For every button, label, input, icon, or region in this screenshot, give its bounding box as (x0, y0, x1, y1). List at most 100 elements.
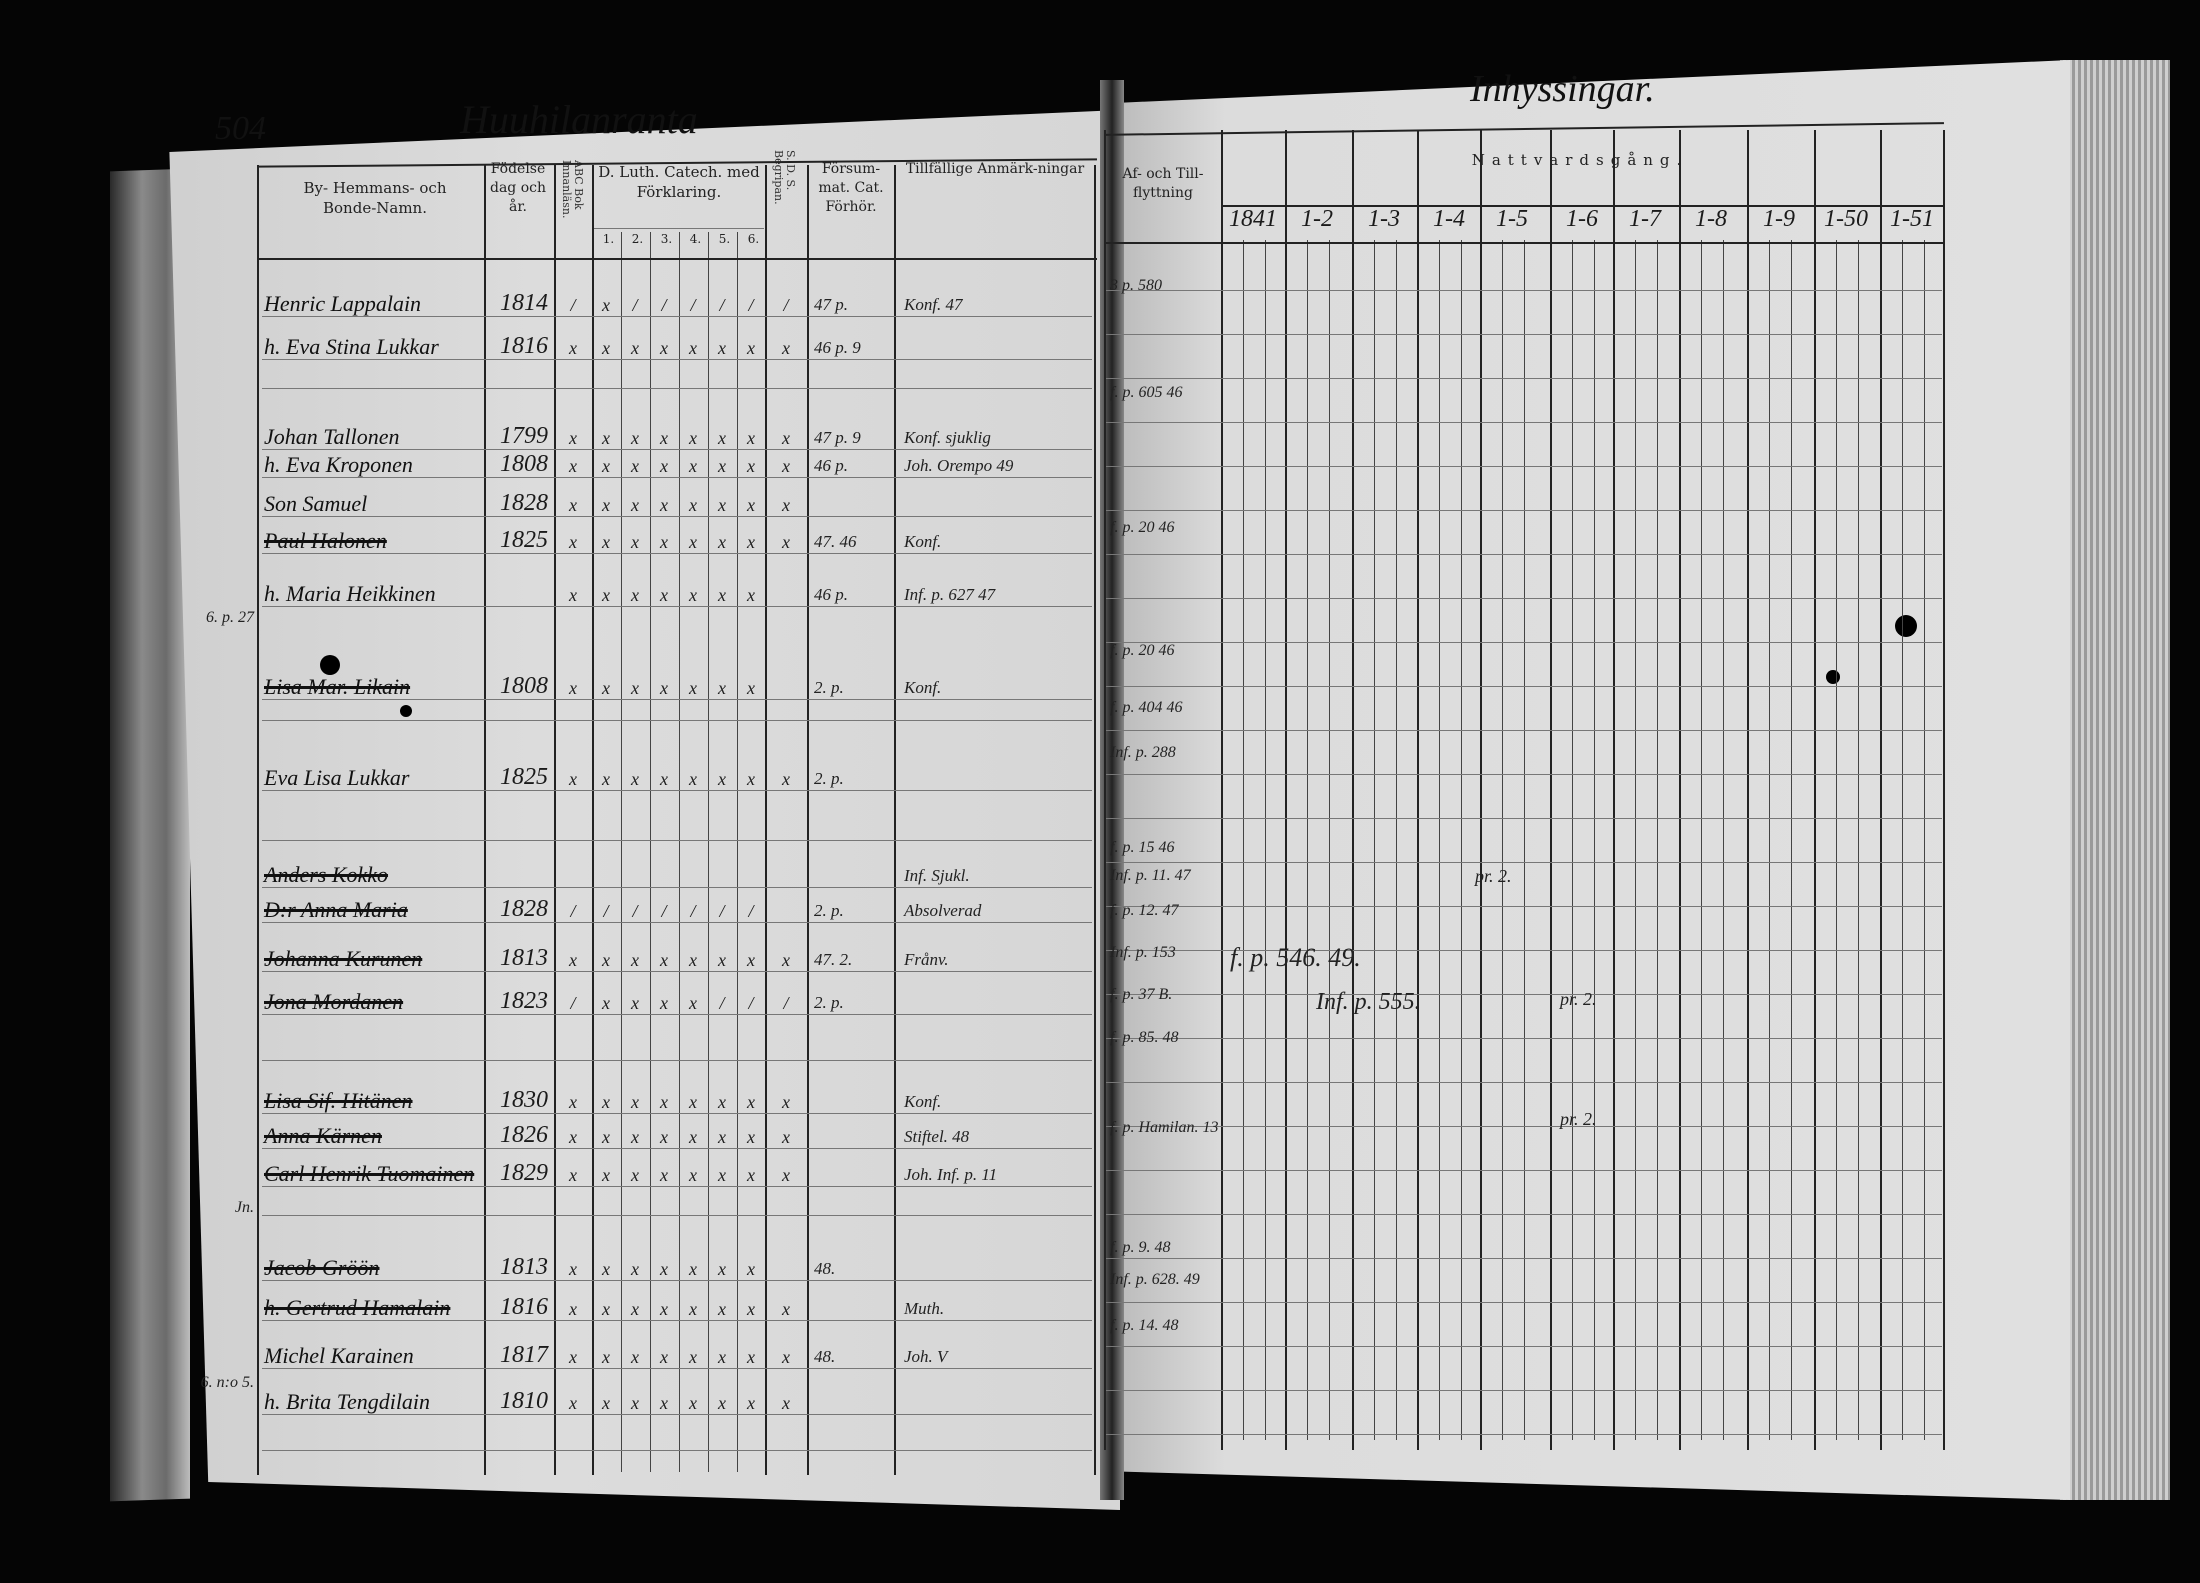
catechism-mark: x (569, 1393, 577, 1413)
person-name: D:r Anna Maria (264, 897, 408, 922)
catechism-mark: x (602, 678, 610, 698)
row-rule (1106, 554, 1942, 555)
catechism-mark: x (747, 1299, 755, 1319)
column-rule (484, 165, 486, 1475)
remark: Frånv. (904, 950, 949, 969)
catechism-mark: / (570, 901, 576, 921)
catechism-mark: x (718, 456, 726, 476)
catechism-mark: x (660, 1393, 668, 1413)
catechism-mark: x (631, 1092, 639, 1112)
catechism-mark: x (569, 585, 577, 605)
catechism-mark: x (660, 1092, 668, 1112)
row-rule (1106, 598, 1942, 599)
catechism-mark: x (747, 678, 755, 698)
catechism-mark: x (660, 338, 668, 358)
row-rule (262, 1014, 1092, 1015)
birth-year: 1830 (500, 1087, 548, 1113)
catechism-mark: x (631, 1393, 639, 1413)
catechism-mark: x (569, 456, 577, 476)
row-rule (1106, 950, 1942, 951)
missed-hearing: 2. p. (814, 769, 844, 788)
catechism-mark: x (718, 338, 726, 358)
birth-year: 1826 (500, 1122, 548, 1148)
row-rule (1106, 1258, 1942, 1259)
ink-blot (1826, 670, 1840, 684)
catechism-mark: / (632, 901, 638, 921)
catechism-mark: x (631, 678, 639, 698)
missed-hearing: 47 p. 9 (814, 428, 861, 447)
row-rule (262, 1060, 1092, 1061)
catechism-mark: x (747, 1259, 755, 1279)
person-name: Lisa Sif. Hitänen (264, 1088, 413, 1113)
catechism-marks: / x x x x / / / (0, 994, 820, 1012)
catechism-mark: x (660, 428, 668, 448)
missed-hearing: 46 p. 9 (814, 338, 861, 357)
catechism-mark: x (718, 585, 726, 605)
right-page-title: Inhyssingar. (1470, 68, 1655, 110)
catechism-mark: x (782, 1393, 790, 1413)
column-rule (1858, 240, 1859, 1440)
person-name: Henric Lappalain (264, 291, 422, 316)
catechism-mark: x (689, 456, 697, 476)
header-missed: Försum-mat. Cat. Förhör. (818, 161, 884, 215)
catechism-mark: x (569, 1259, 577, 1279)
catechism-mark: x (782, 1165, 790, 1185)
remark: Joh. Orempo 49 (904, 456, 1014, 475)
column-rule (1791, 240, 1792, 1440)
catechism-mark: x (602, 1393, 610, 1413)
catechism-mark: x (602, 456, 610, 476)
catechism-marks: / / / / / / / (0, 902, 820, 920)
remark: Konf. (904, 1092, 942, 1111)
row-rule (262, 359, 1092, 360)
catechism-mark: x (689, 585, 697, 605)
row-rule (1106, 1170, 1942, 1171)
header-rule (257, 258, 1097, 260)
catechism-mark: x (602, 1127, 610, 1147)
catechism-mark: x (631, 950, 639, 970)
column-rule (1572, 240, 1573, 1440)
communion-year-label: 1-9 (1763, 206, 1795, 232)
catechism-mark: x (782, 1347, 790, 1367)
column-rule (894, 165, 896, 1475)
row-rule (262, 1215, 1092, 1216)
catechism-mark: x (782, 769, 790, 789)
row-rule (262, 790, 1092, 791)
communion-year-label: 1-50 (1824, 206, 1868, 232)
catechism-mark: x (660, 585, 668, 605)
person-name: h. Maria Heikkinen (264, 581, 436, 606)
catechism-mark: x (631, 1127, 639, 1147)
catechism-mark: x (689, 338, 697, 358)
catechism-mark: x (569, 1127, 577, 1147)
column-rule (1094, 165, 1096, 1475)
birth-year: 1823 (500, 988, 548, 1014)
moving-note: f. p. Hamilan. 13 (1110, 1119, 1219, 1136)
catechism-mark: x (689, 769, 697, 789)
page-number: 504 (215, 110, 266, 147)
catechism-marks (0, 867, 820, 885)
moving-note: f. p. 9. 48 (1110, 1239, 1171, 1256)
catechism-mark: x (689, 532, 697, 552)
column-rule (765, 165, 767, 1475)
column-rule (1104, 130, 1106, 1450)
missed-hearing: 47. 46 (814, 532, 857, 551)
catechism-mark: x (631, 456, 639, 476)
catechism-mark: / (719, 993, 725, 1013)
column-rule (1594, 240, 1595, 1440)
catechism-mark: x (782, 1299, 790, 1319)
column-rule (737, 232, 738, 1472)
remark: Konf. (904, 678, 942, 697)
column-rule (1635, 240, 1636, 1440)
catechism-mark: x (602, 1259, 610, 1279)
communion-year-label: 1841 (1229, 206, 1277, 232)
column-rule (1307, 240, 1308, 1440)
catechism-mark: x (718, 1299, 726, 1319)
catechism-mark: x (689, 1092, 697, 1112)
column-rule (1352, 130, 1354, 1450)
birth-year: 1828 (500, 490, 548, 516)
remark: Inf. p. 627 47 (904, 585, 996, 604)
catechism-mark: x (631, 993, 639, 1013)
